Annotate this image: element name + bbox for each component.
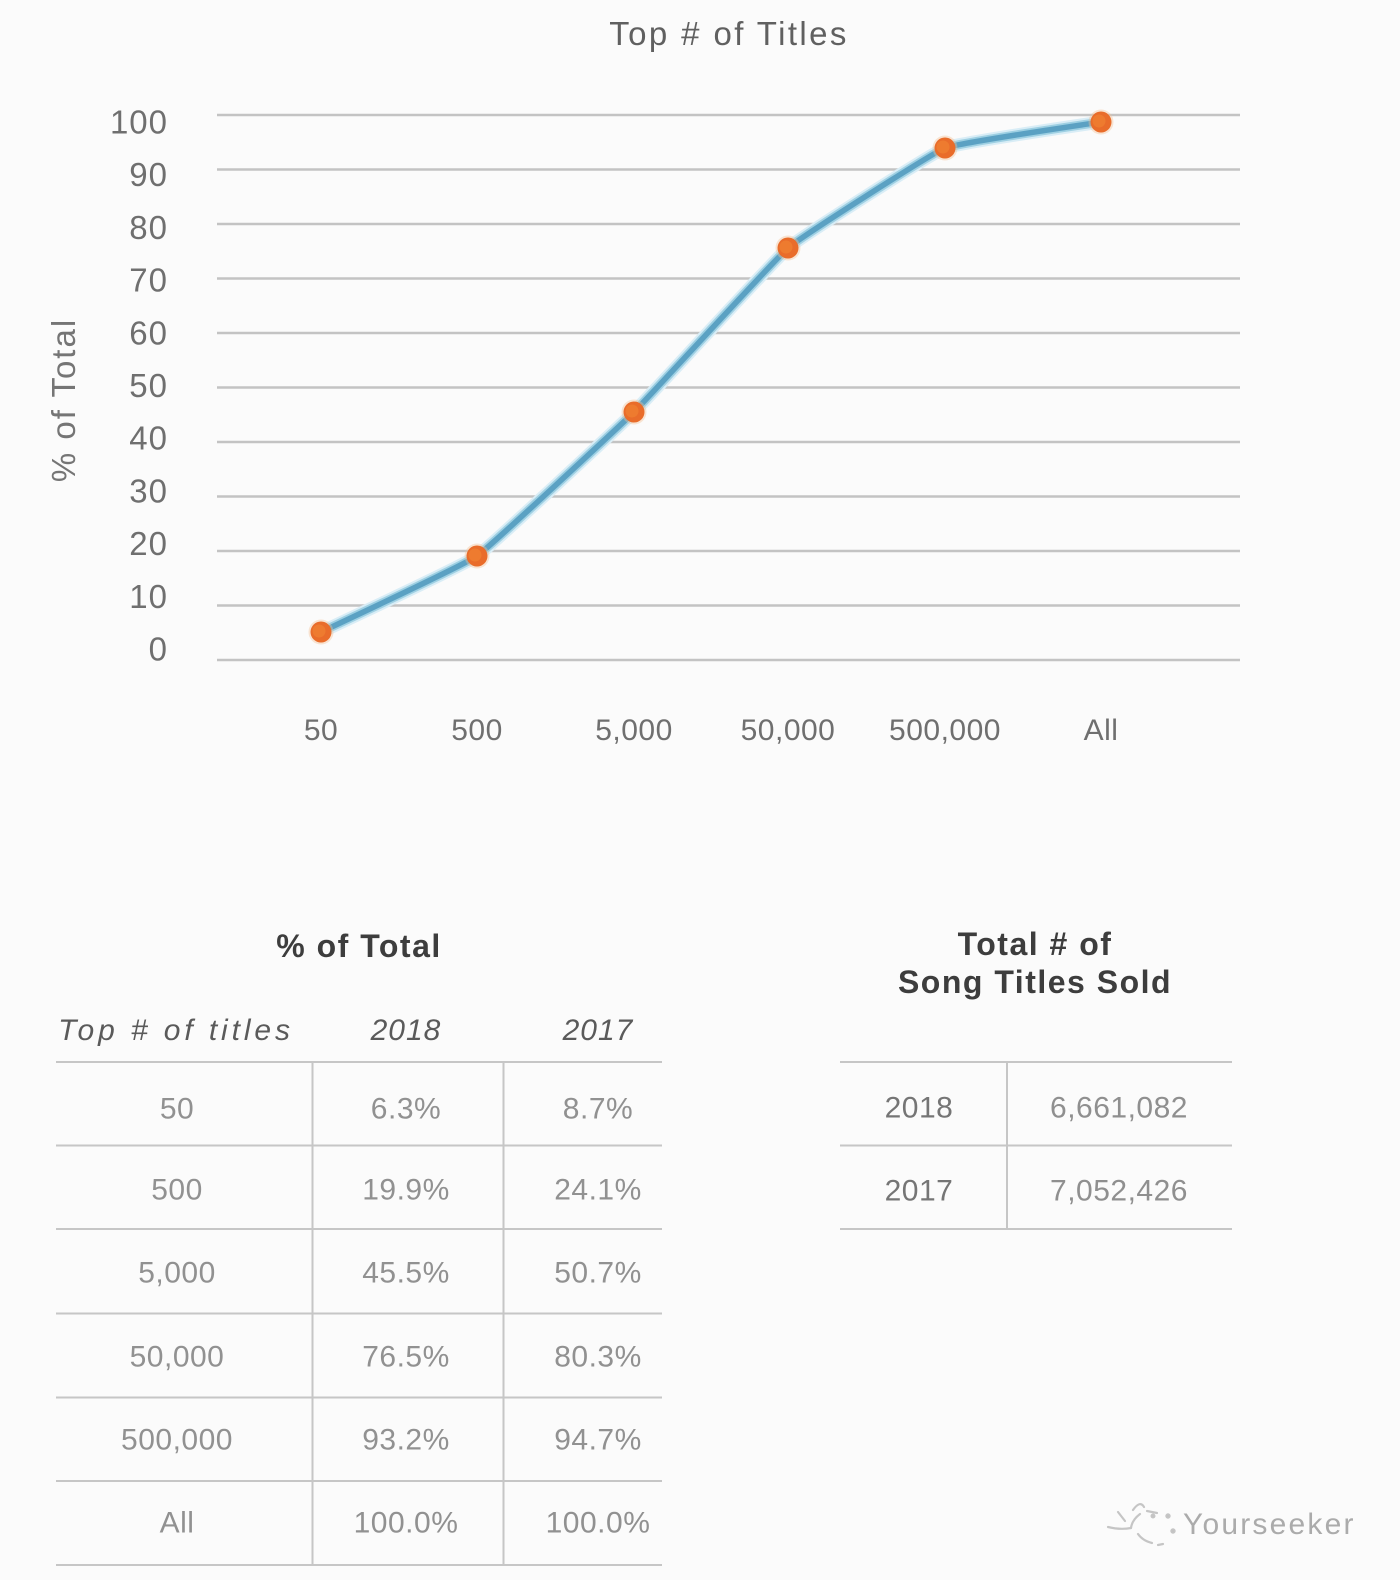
svg-text:500: 500 [451, 714, 503, 747]
svg-text:500,000: 500,000 [121, 1424, 233, 1457]
svg-text:All: All [1084, 714, 1119, 747]
svg-text:6.3%: 6.3% [371, 1093, 441, 1126]
svg-text:500: 500 [151, 1174, 203, 1207]
svg-text:6,661,082: 6,661,082 [1050, 1092, 1188, 1125]
svg-text:50: 50 [129, 367, 168, 404]
svg-text:5,000: 5,000 [595, 714, 673, 747]
svg-text:50: 50 [304, 714, 338, 747]
svg-text:100: 100 [110, 104, 168, 141]
svg-text:All: All [160, 1507, 195, 1540]
svg-text:5,000: 5,000 [138, 1257, 216, 1290]
svg-text:45.5%: 45.5% [362, 1257, 450, 1290]
svg-text:50: 50 [160, 1093, 194, 1126]
svg-text:500,000: 500,000 [889, 714, 1001, 747]
svg-text:76.5%: 76.5% [362, 1341, 450, 1374]
svg-text:80: 80 [129, 209, 168, 246]
svg-text:0: 0 [149, 631, 168, 668]
svg-text:50,000: 50,000 [741, 714, 836, 747]
svg-text:90: 90 [129, 156, 168, 193]
svg-text:60: 60 [129, 314, 168, 351]
svg-text:20: 20 [129, 525, 168, 562]
svg-text:40: 40 [129, 420, 168, 457]
svg-text:100.0%: 100.0% [354, 1507, 459, 1540]
svg-text:19.9%: 19.9% [362, 1174, 450, 1207]
svg-text:24.1%: 24.1% [554, 1174, 642, 1207]
svg-text:% of Total: % of Total [45, 318, 82, 482]
svg-text:94.7%: 94.7% [554, 1424, 642, 1457]
svg-text:80.3%: 80.3% [554, 1341, 642, 1374]
svg-text:% of Total: % of Total [276, 928, 442, 964]
svg-text:7,052,426: 7,052,426 [1050, 1175, 1188, 1208]
svg-text:2018: 2018 [370, 1014, 442, 1047]
svg-text:Song Titles Sold: Song Titles Sold [898, 964, 1172, 1000]
svg-text:Top # of Titles: Top # of Titles [609, 15, 849, 52]
svg-text:93.2%: 93.2% [362, 1424, 450, 1457]
svg-text:70: 70 [129, 262, 168, 299]
svg-text:2017: 2017 [885, 1175, 954, 1208]
svg-text:30: 30 [129, 472, 168, 509]
svg-text:Total # of: Total # of [958, 926, 1113, 962]
svg-text:Top # of titles: Top # of titles [58, 1014, 294, 1047]
svg-text:2018: 2018 [885, 1092, 954, 1125]
svg-text:Yourseeker: Yourseeker [1183, 1508, 1356, 1541]
svg-text:10: 10 [129, 578, 168, 615]
svg-text:100.0%: 100.0% [546, 1507, 651, 1540]
svg-text:50,000: 50,000 [130, 1341, 225, 1374]
svg-text:50.7%: 50.7% [554, 1257, 642, 1290]
svg-text:8.7%: 8.7% [563, 1093, 633, 1126]
svg-text:2017: 2017 [562, 1014, 634, 1047]
